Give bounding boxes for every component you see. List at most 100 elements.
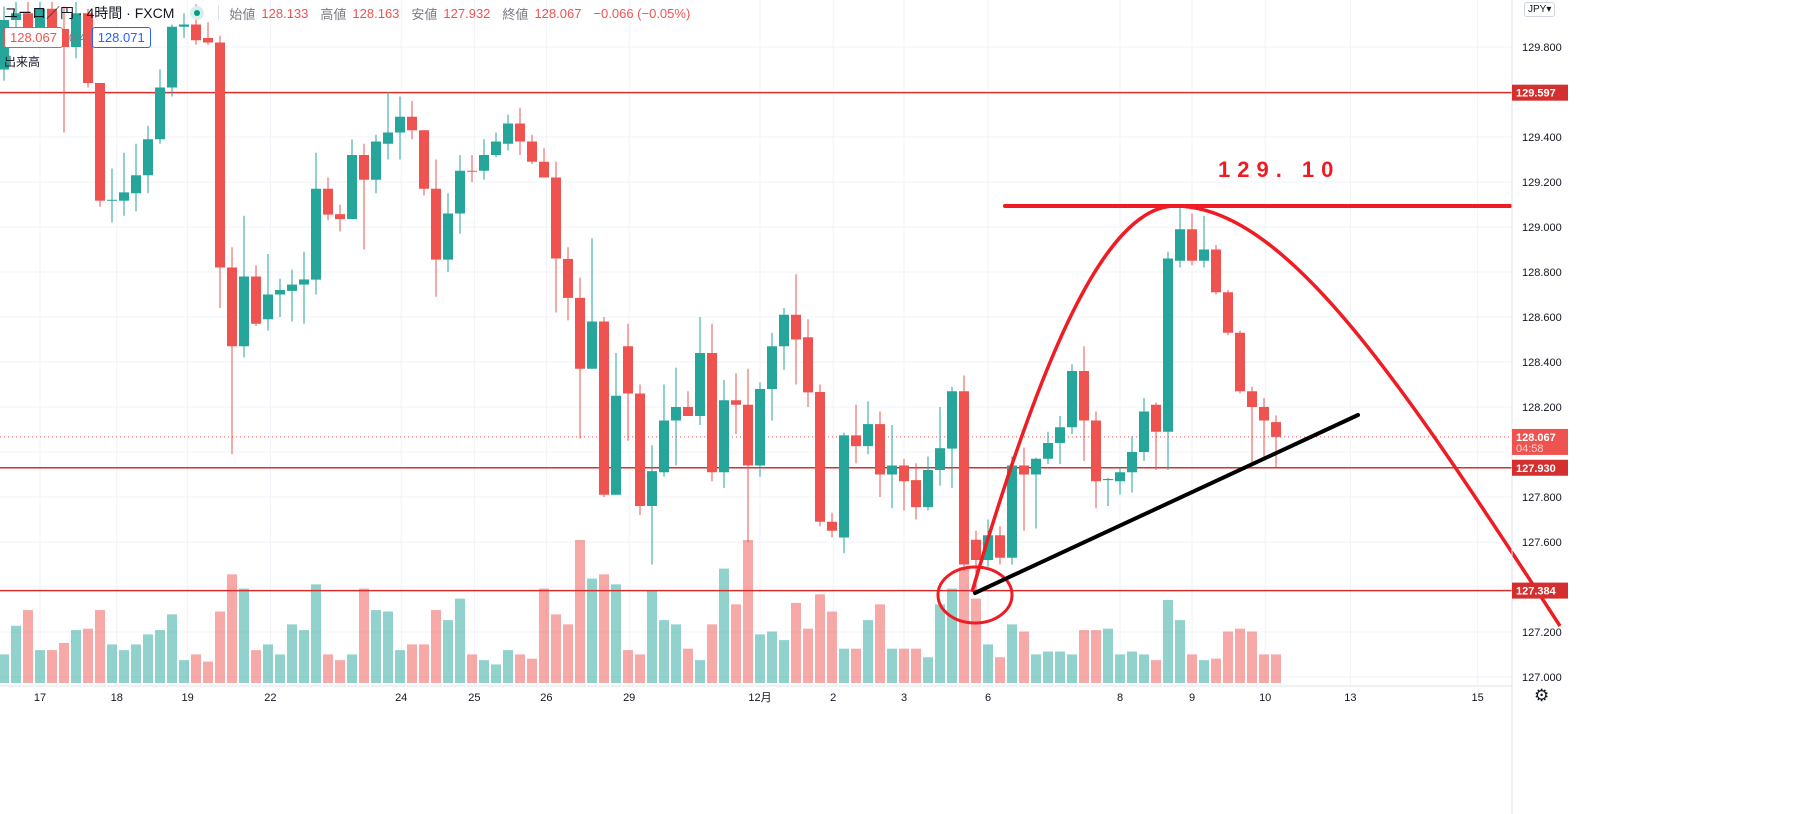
price-label-bg [1512, 84, 1568, 101]
volume-bar [1247, 631, 1257, 683]
candle [935, 448, 945, 470]
candle [119, 192, 129, 201]
volume-bar [683, 648, 693, 683]
volume-bar [707, 624, 717, 683]
volume-bar [1211, 658, 1221, 683]
countdown-label: 04:58 [1516, 443, 1544, 455]
volume-bar [71, 630, 81, 683]
candle [1247, 391, 1257, 407]
candle [1115, 472, 1125, 482]
volume-bar [803, 628, 813, 683]
volume-bar [743, 540, 753, 683]
candle [239, 276, 249, 347]
volume-bar [911, 648, 921, 683]
volume-bar [1007, 624, 1017, 683]
volume-bar [827, 611, 837, 683]
candle [827, 521, 837, 531]
candle [995, 535, 1005, 558]
volume-bar [1067, 654, 1077, 683]
volume-bar [1259, 654, 1269, 683]
candle [47, 8, 57, 29]
candle [263, 294, 273, 320]
volume-bar [251, 650, 261, 683]
volume-indicator-label[interactable]: 出来高 [4, 55, 41, 69]
volume-bar [107, 644, 117, 683]
volume-bar [23, 610, 33, 683]
market-status-icon[interactable] [190, 6, 205, 20]
projection-curve[interactable] [970, 204, 1562, 627]
price-label-bg [1512, 428, 1568, 455]
volume-bar [347, 654, 357, 683]
volume-bar [935, 604, 945, 683]
candle [899, 465, 909, 482]
time-tick-label: 18 [111, 692, 123, 704]
candle [959, 391, 969, 565]
volume-bar [1163, 600, 1173, 683]
low-value: 127.932 [443, 5, 491, 21]
price-axis[interactable]: 129.800 129.400 129.200 129.000 128.800 128.6… [1522, 42, 1562, 684]
candle [527, 141, 537, 162]
volume-bar [155, 630, 165, 683]
volume-bar [635, 654, 645, 683]
candle [443, 213, 453, 260]
candle [755, 389, 765, 466]
annotation-text[interactable]: 129. 10 [1218, 157, 1341, 182]
volume-bar [167, 614, 177, 683]
candle [1199, 249, 1209, 261]
volume-bar [851, 648, 861, 683]
low-marker-circle[interactable] [936, 565, 1014, 625]
candle [815, 391, 825, 522]
support-trendline[interactable] [973, 413, 1360, 595]
buy-button[interactable]: 128.071 [91, 27, 151, 48]
candle [767, 346, 777, 389]
candle [287, 284, 297, 291]
time-tick-label: 29 [623, 692, 635, 704]
volume-bar [383, 611, 393, 683]
candle [743, 404, 753, 466]
volume-bar [755, 634, 765, 683]
candle [35, 8, 45, 36]
time-axis[interactable]: 17 18 19 22 24 25 26 29 12月 2 3 6 8 9 10 13 15 [34, 692, 1484, 704]
candle [1091, 420, 1101, 482]
candle [1007, 465, 1017, 558]
volume-bar [1199, 660, 1209, 683]
volume-bar [791, 602, 801, 683]
candle [59, 29, 69, 47]
open-label: 始値 [229, 6, 256, 22]
volume-bar [551, 614, 561, 683]
gear-icon[interactable]: ⚙ [1534, 686, 1550, 705]
volume-bar [779, 640, 789, 683]
candle [251, 276, 261, 324]
volume-bar [767, 631, 777, 683]
time-tick-label: 13 [1344, 692, 1356, 704]
candle [1067, 371, 1077, 428]
price-tick-label: 128.600 [1522, 312, 1562, 324]
user-drawings[interactable] [936, 204, 1562, 627]
volume-bar [263, 644, 273, 683]
candle [407, 116, 417, 131]
candle [851, 435, 861, 447]
symbol-title[interactable]: ユーロ／円 · 4時間 · FXCM [4, 5, 175, 21]
volume-bar [275, 654, 285, 683]
volume-bar [371, 610, 381, 683]
volume-bar [0, 654, 9, 683]
candle [1271, 422, 1281, 437]
volume-bar [1187, 654, 1197, 683]
volume-series [0, 540, 1281, 683]
currency-selector[interactable]: JPY▾ [1524, 2, 1556, 17]
candle [923, 470, 933, 508]
candle [95, 83, 105, 201]
sell-button[interactable]: 128.067 [4, 27, 63, 48]
volume-bar [443, 620, 453, 683]
close-value: 128.067 [534, 5, 582, 21]
volume-bar [479, 660, 489, 683]
candle [503, 123, 513, 144]
volume-bar [623, 650, 633, 683]
candle [791, 314, 801, 340]
volume-bar [131, 644, 141, 683]
divider [218, 5, 220, 21]
volume-bar [1223, 631, 1233, 683]
candle [335, 214, 345, 220]
price-label: 127.384 [1516, 586, 1557, 598]
